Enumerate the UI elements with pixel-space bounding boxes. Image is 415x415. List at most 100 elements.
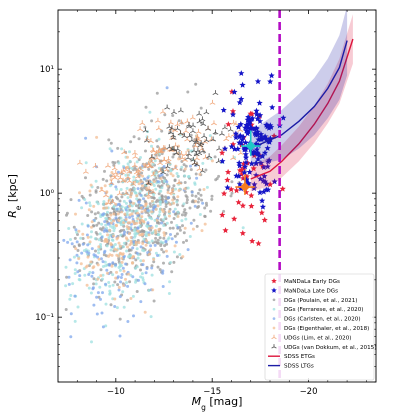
data-point xyxy=(135,160,139,164)
data-point xyxy=(109,213,113,217)
data-point xyxy=(108,253,112,257)
data-point xyxy=(185,239,188,243)
band-sdss-etgs xyxy=(250,14,353,192)
data-point xyxy=(156,221,159,225)
data-point xyxy=(146,186,153,192)
data-point xyxy=(183,174,187,178)
data-point xyxy=(120,147,124,151)
data-point xyxy=(132,175,136,179)
data-point xyxy=(148,158,155,164)
data-point xyxy=(142,249,146,253)
data-point xyxy=(172,201,176,205)
data-point xyxy=(103,169,106,173)
data-point xyxy=(151,288,155,292)
data-point xyxy=(164,249,168,253)
data-point xyxy=(123,212,127,216)
data-point xyxy=(111,238,115,242)
data-point xyxy=(92,162,99,168)
data-point xyxy=(222,124,228,130)
data-point xyxy=(172,184,176,188)
data-point xyxy=(145,161,152,167)
data-point xyxy=(83,273,87,277)
data-point xyxy=(106,271,109,275)
data-point xyxy=(117,161,121,165)
data-point xyxy=(77,278,81,281)
data-point xyxy=(119,246,123,250)
data-point xyxy=(167,129,174,135)
data-point xyxy=(159,218,163,222)
data-point xyxy=(144,149,147,153)
data-point xyxy=(92,277,96,281)
data-point xyxy=(101,260,105,264)
data-point xyxy=(189,128,196,134)
data-point xyxy=(199,106,203,110)
data-point xyxy=(66,240,70,244)
data-point xyxy=(79,262,83,266)
data-point xyxy=(99,274,103,278)
data-point xyxy=(158,210,162,214)
data-point xyxy=(84,136,88,140)
data-point xyxy=(212,129,219,135)
data-point xyxy=(101,291,104,295)
line-sdss-ltgs xyxy=(250,40,348,149)
data-point xyxy=(168,214,171,218)
legend-label: MaNDaLa Early DGs xyxy=(284,279,340,285)
data-point xyxy=(75,230,79,234)
data-point xyxy=(185,201,189,205)
data-point xyxy=(87,273,91,276)
data-point xyxy=(100,228,104,232)
data-point xyxy=(142,127,149,133)
data-point xyxy=(152,299,156,303)
data-point xyxy=(129,241,133,245)
data-point xyxy=(80,206,84,210)
data-point xyxy=(97,221,101,225)
data-point xyxy=(177,157,181,161)
data-point xyxy=(190,190,194,194)
mean-marker xyxy=(241,130,261,156)
legend-item: DGs (Poulain, et al., 2021) xyxy=(272,298,357,304)
data-point xyxy=(124,201,128,205)
data-point xyxy=(128,188,132,192)
data-point xyxy=(118,199,122,203)
data-point xyxy=(64,284,68,288)
data-point xyxy=(94,216,98,220)
data-point xyxy=(160,221,164,225)
data-point xyxy=(127,227,131,231)
data-point xyxy=(131,246,135,250)
data-point xyxy=(74,228,78,232)
data-point xyxy=(106,210,109,214)
data-point xyxy=(108,184,112,188)
data-point xyxy=(165,86,169,90)
data-point xyxy=(204,168,208,172)
x-tick-label: −20 xyxy=(300,387,318,397)
data-point xyxy=(164,239,168,243)
data-point xyxy=(209,209,213,213)
data-point xyxy=(225,133,232,139)
data-point xyxy=(108,291,112,295)
data-point xyxy=(152,193,156,197)
data-point xyxy=(107,281,111,284)
data-point xyxy=(136,226,140,230)
data-point xyxy=(188,137,195,143)
data-point xyxy=(176,225,180,229)
data-point xyxy=(149,147,156,153)
data-point xyxy=(201,133,207,139)
data-point xyxy=(115,270,118,274)
data-point xyxy=(165,180,169,184)
mean-diamond xyxy=(239,182,250,193)
data-point xyxy=(196,166,203,171)
data-point xyxy=(191,160,198,166)
legend-item: UDGs (van Dokkum, et al., 2015) xyxy=(271,344,376,351)
legend-item: DGs (Eigenthaler, et al., 2018) xyxy=(272,326,369,332)
data-point xyxy=(125,186,129,190)
data-point xyxy=(174,125,181,131)
data-point xyxy=(177,119,181,123)
data-point xyxy=(200,147,206,153)
data-point xyxy=(222,209,226,213)
data-point xyxy=(133,190,137,194)
data-point xyxy=(191,227,195,231)
data-point xyxy=(186,90,190,94)
data-point xyxy=(201,201,205,205)
data-point xyxy=(159,177,163,181)
data-point xyxy=(90,247,94,251)
